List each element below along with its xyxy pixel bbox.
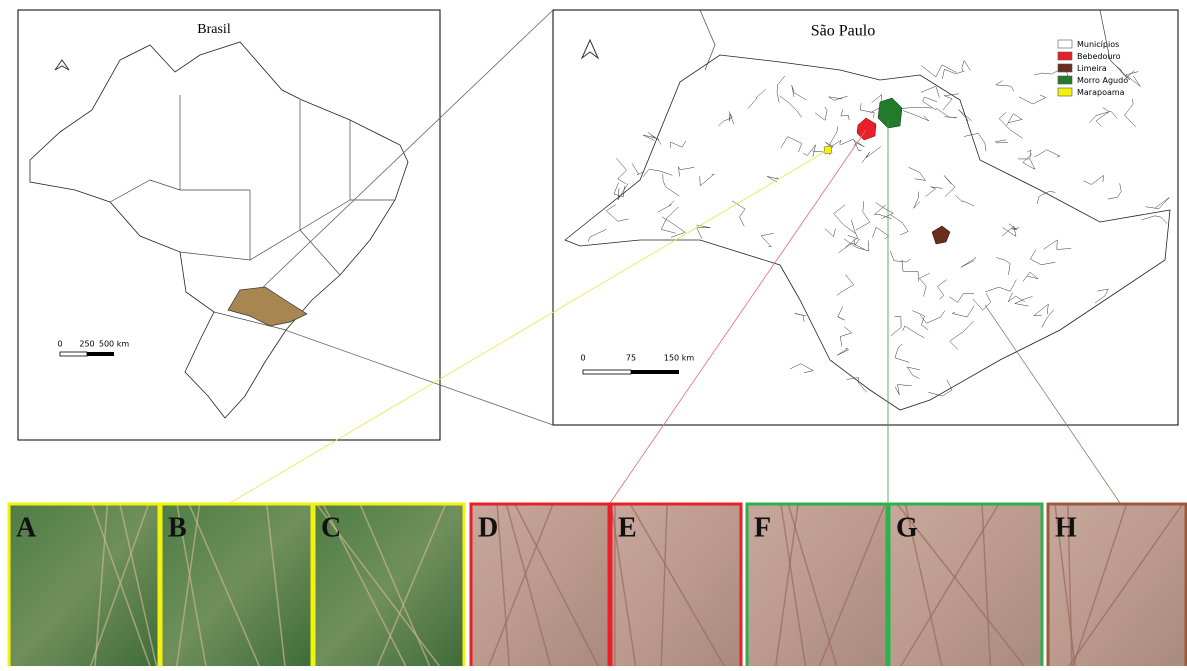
legend-swatch <box>1058 76 1072 84</box>
image-panel: H <box>1047 504 1187 666</box>
image-panel: D <box>470 504 610 666</box>
legend-label: Bebedouro <box>1077 52 1121 61</box>
image-panel: B <box>160 504 313 666</box>
scale-bar <box>631 370 679 374</box>
image-panel: F <box>746 504 888 666</box>
image-panel: C <box>313 504 465 666</box>
legend-label: Municípios <box>1077 40 1119 49</box>
sp-title: São Paulo <box>811 23 875 40</box>
scale-bar <box>87 352 114 356</box>
scale-bar <box>583 370 631 374</box>
panel-label: F <box>754 512 771 543</box>
panel-label: C <box>321 512 341 543</box>
legend-swatch <box>1058 40 1072 48</box>
panel-label: H <box>1055 512 1077 543</box>
panel-label: B <box>168 512 187 543</box>
scale-label: 75 <box>626 354 636 363</box>
panels: A B C D E F G H <box>8 504 1187 666</box>
image-panel: A <box>8 504 160 666</box>
legend-swatch <box>1058 52 1072 60</box>
image-panel: E <box>610 504 742 666</box>
panel-label: D <box>478 512 498 543</box>
scale-label: 250 <box>79 340 94 349</box>
scale-label: 0 <box>57 340 62 349</box>
brazil-title: Brasil <box>197 22 231 37</box>
legend-label: Limeira <box>1077 64 1107 73</box>
legend-swatch <box>1058 88 1072 96</box>
scale-label: 500 km <box>99 340 129 349</box>
figure: Brasil 0 250 500 km São Paulo Municípios… <box>0 0 1187 666</box>
image-panel: G <box>888 504 1043 666</box>
panel-label: E <box>618 512 637 543</box>
legend-label: Morro Agudo <box>1077 76 1128 85</box>
legend-label: Marapoama <box>1077 88 1125 97</box>
panel-label: G <box>896 512 918 543</box>
scale-label: 150 km <box>664 354 694 363</box>
scale-bar <box>60 352 87 356</box>
legend-swatch <box>1058 64 1072 72</box>
panel-label: A <box>16 512 37 543</box>
scale-label: 0 <box>580 354 585 363</box>
